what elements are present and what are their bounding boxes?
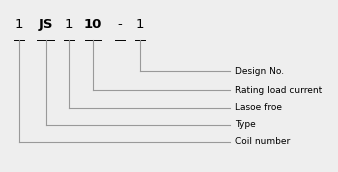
Text: Coil number: Coil number bbox=[235, 137, 290, 146]
Text: 1: 1 bbox=[136, 18, 145, 31]
Text: JS: JS bbox=[39, 18, 53, 31]
Text: -: - bbox=[118, 18, 122, 31]
Text: Type: Type bbox=[235, 120, 256, 129]
Text: 1: 1 bbox=[65, 18, 74, 31]
Text: 1: 1 bbox=[14, 18, 23, 31]
Text: Design No.: Design No. bbox=[235, 67, 284, 76]
Text: 10: 10 bbox=[84, 18, 102, 31]
Text: Lasoe froe: Lasoe froe bbox=[235, 103, 282, 112]
Text: Rating load current: Rating load current bbox=[235, 86, 322, 95]
